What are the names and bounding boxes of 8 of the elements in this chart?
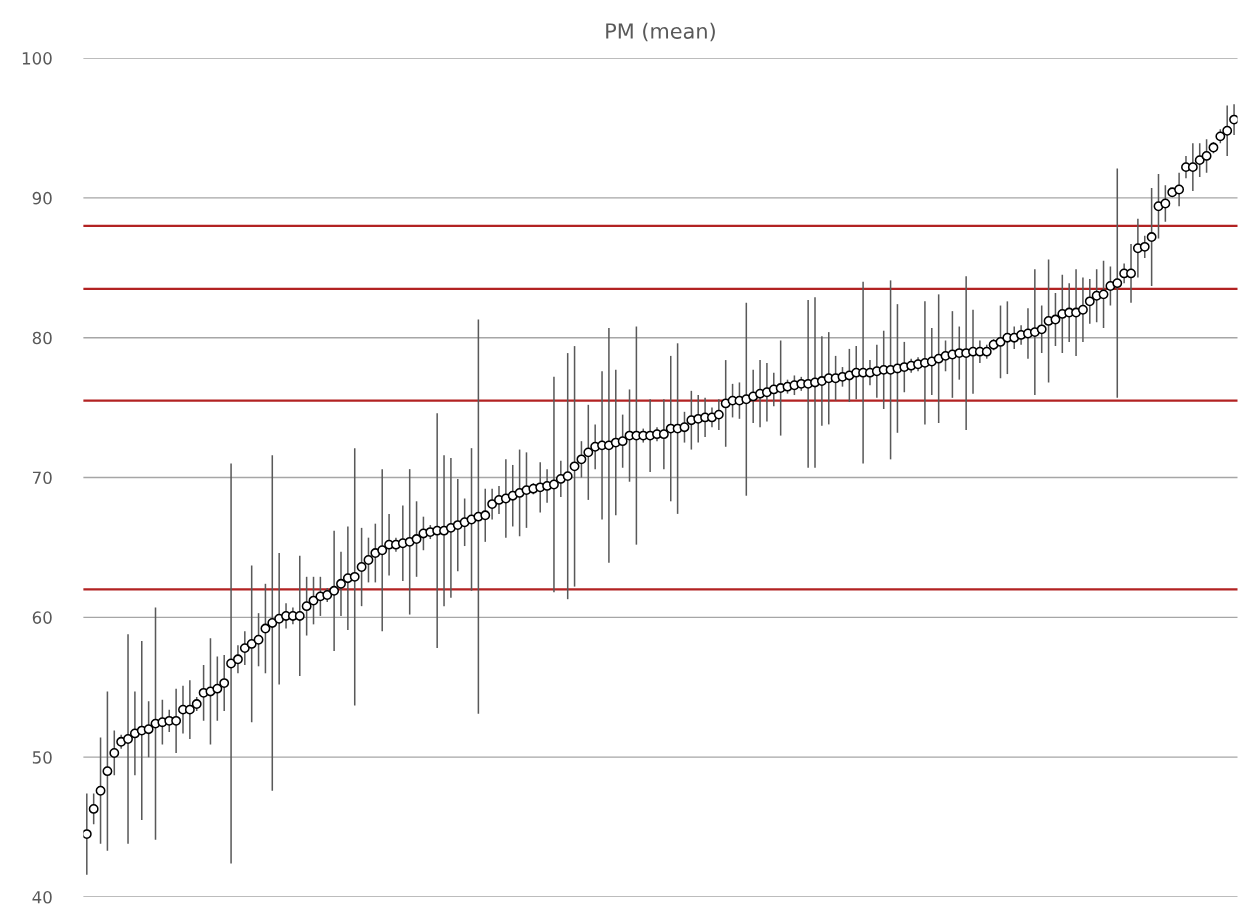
y-tick-label: 70 [32,471,52,485]
y-tick-label: 80 [32,331,52,345]
chart-title: PM (mean) [606,22,715,42]
y-tick-label: 60 [32,611,52,624]
y-tick-label: 90 [32,191,52,205]
y-tick-label: 100 [22,52,52,65]
y-tick-label: 50 [32,751,52,764]
y-tick-label: 40 [32,890,52,904]
